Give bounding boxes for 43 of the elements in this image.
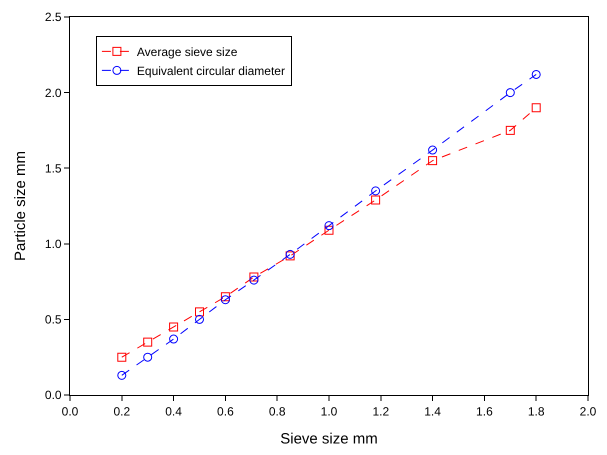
- point: [324, 221, 334, 230]
- x-tick-label: 1.2: [372, 404, 390, 418]
- x-tick-label: 2.0: [580, 404, 597, 418]
- y-tick-label: 1.0: [44, 237, 62, 251]
- point: [220, 295, 230, 304]
- point: [169, 334, 178, 344]
- x-axis-title: Sieve size mm: [280, 430, 378, 448]
- y-tick-label: 2.5: [44, 10, 62, 24]
- point: [169, 322, 178, 332]
- x-tick-label: 0.6: [217, 404, 234, 418]
- x-tick-label: 0.2: [113, 404, 130, 418]
- point: [143, 338, 152, 347]
- point: [324, 226, 334, 235]
- legend-label: Average sieve size: [136, 45, 238, 60]
- x-tick-label: 0.0: [62, 404, 79, 418]
- point: [428, 156, 438, 166]
- x-tick-label: 1.4: [424, 404, 442, 418]
- x-tick-label: 1.8: [528, 404, 545, 418]
- point: [249, 272, 258, 282]
- point: [195, 314, 204, 324]
- point: [506, 88, 515, 98]
- x-tick-label: 0.4: [165, 404, 182, 418]
- point: [220, 292, 230, 302]
- y-tick-label: 0.5: [44, 312, 62, 327]
- y-tick-label: 0.0: [44, 388, 62, 402]
- point: [371, 195, 380, 204]
- point: [249, 276, 258, 285]
- point: [143, 352, 152, 362]
- y-tick-label: 2.0: [44, 86, 62, 100]
- x-tick-label: 1.6: [476, 404, 494, 418]
- point: [428, 146, 438, 155]
- y-axis-title: Particle size mm: [12, 150, 30, 262]
- point: [506, 126, 515, 135]
- point: [117, 370, 126, 380]
- x-tick-label: 1.0: [320, 404, 338, 418]
- point: [532, 103, 541, 112]
- point: [117, 352, 126, 362]
- point: [532, 70, 541, 79]
- point: [371, 186, 380, 196]
- y-tick-label: 1.5: [44, 161, 62, 176]
- x-tick-label: 0.8: [268, 404, 286, 418]
- legend-label: Equivalent circular diameter: [136, 64, 285, 78]
- point: [195, 307, 204, 316]
